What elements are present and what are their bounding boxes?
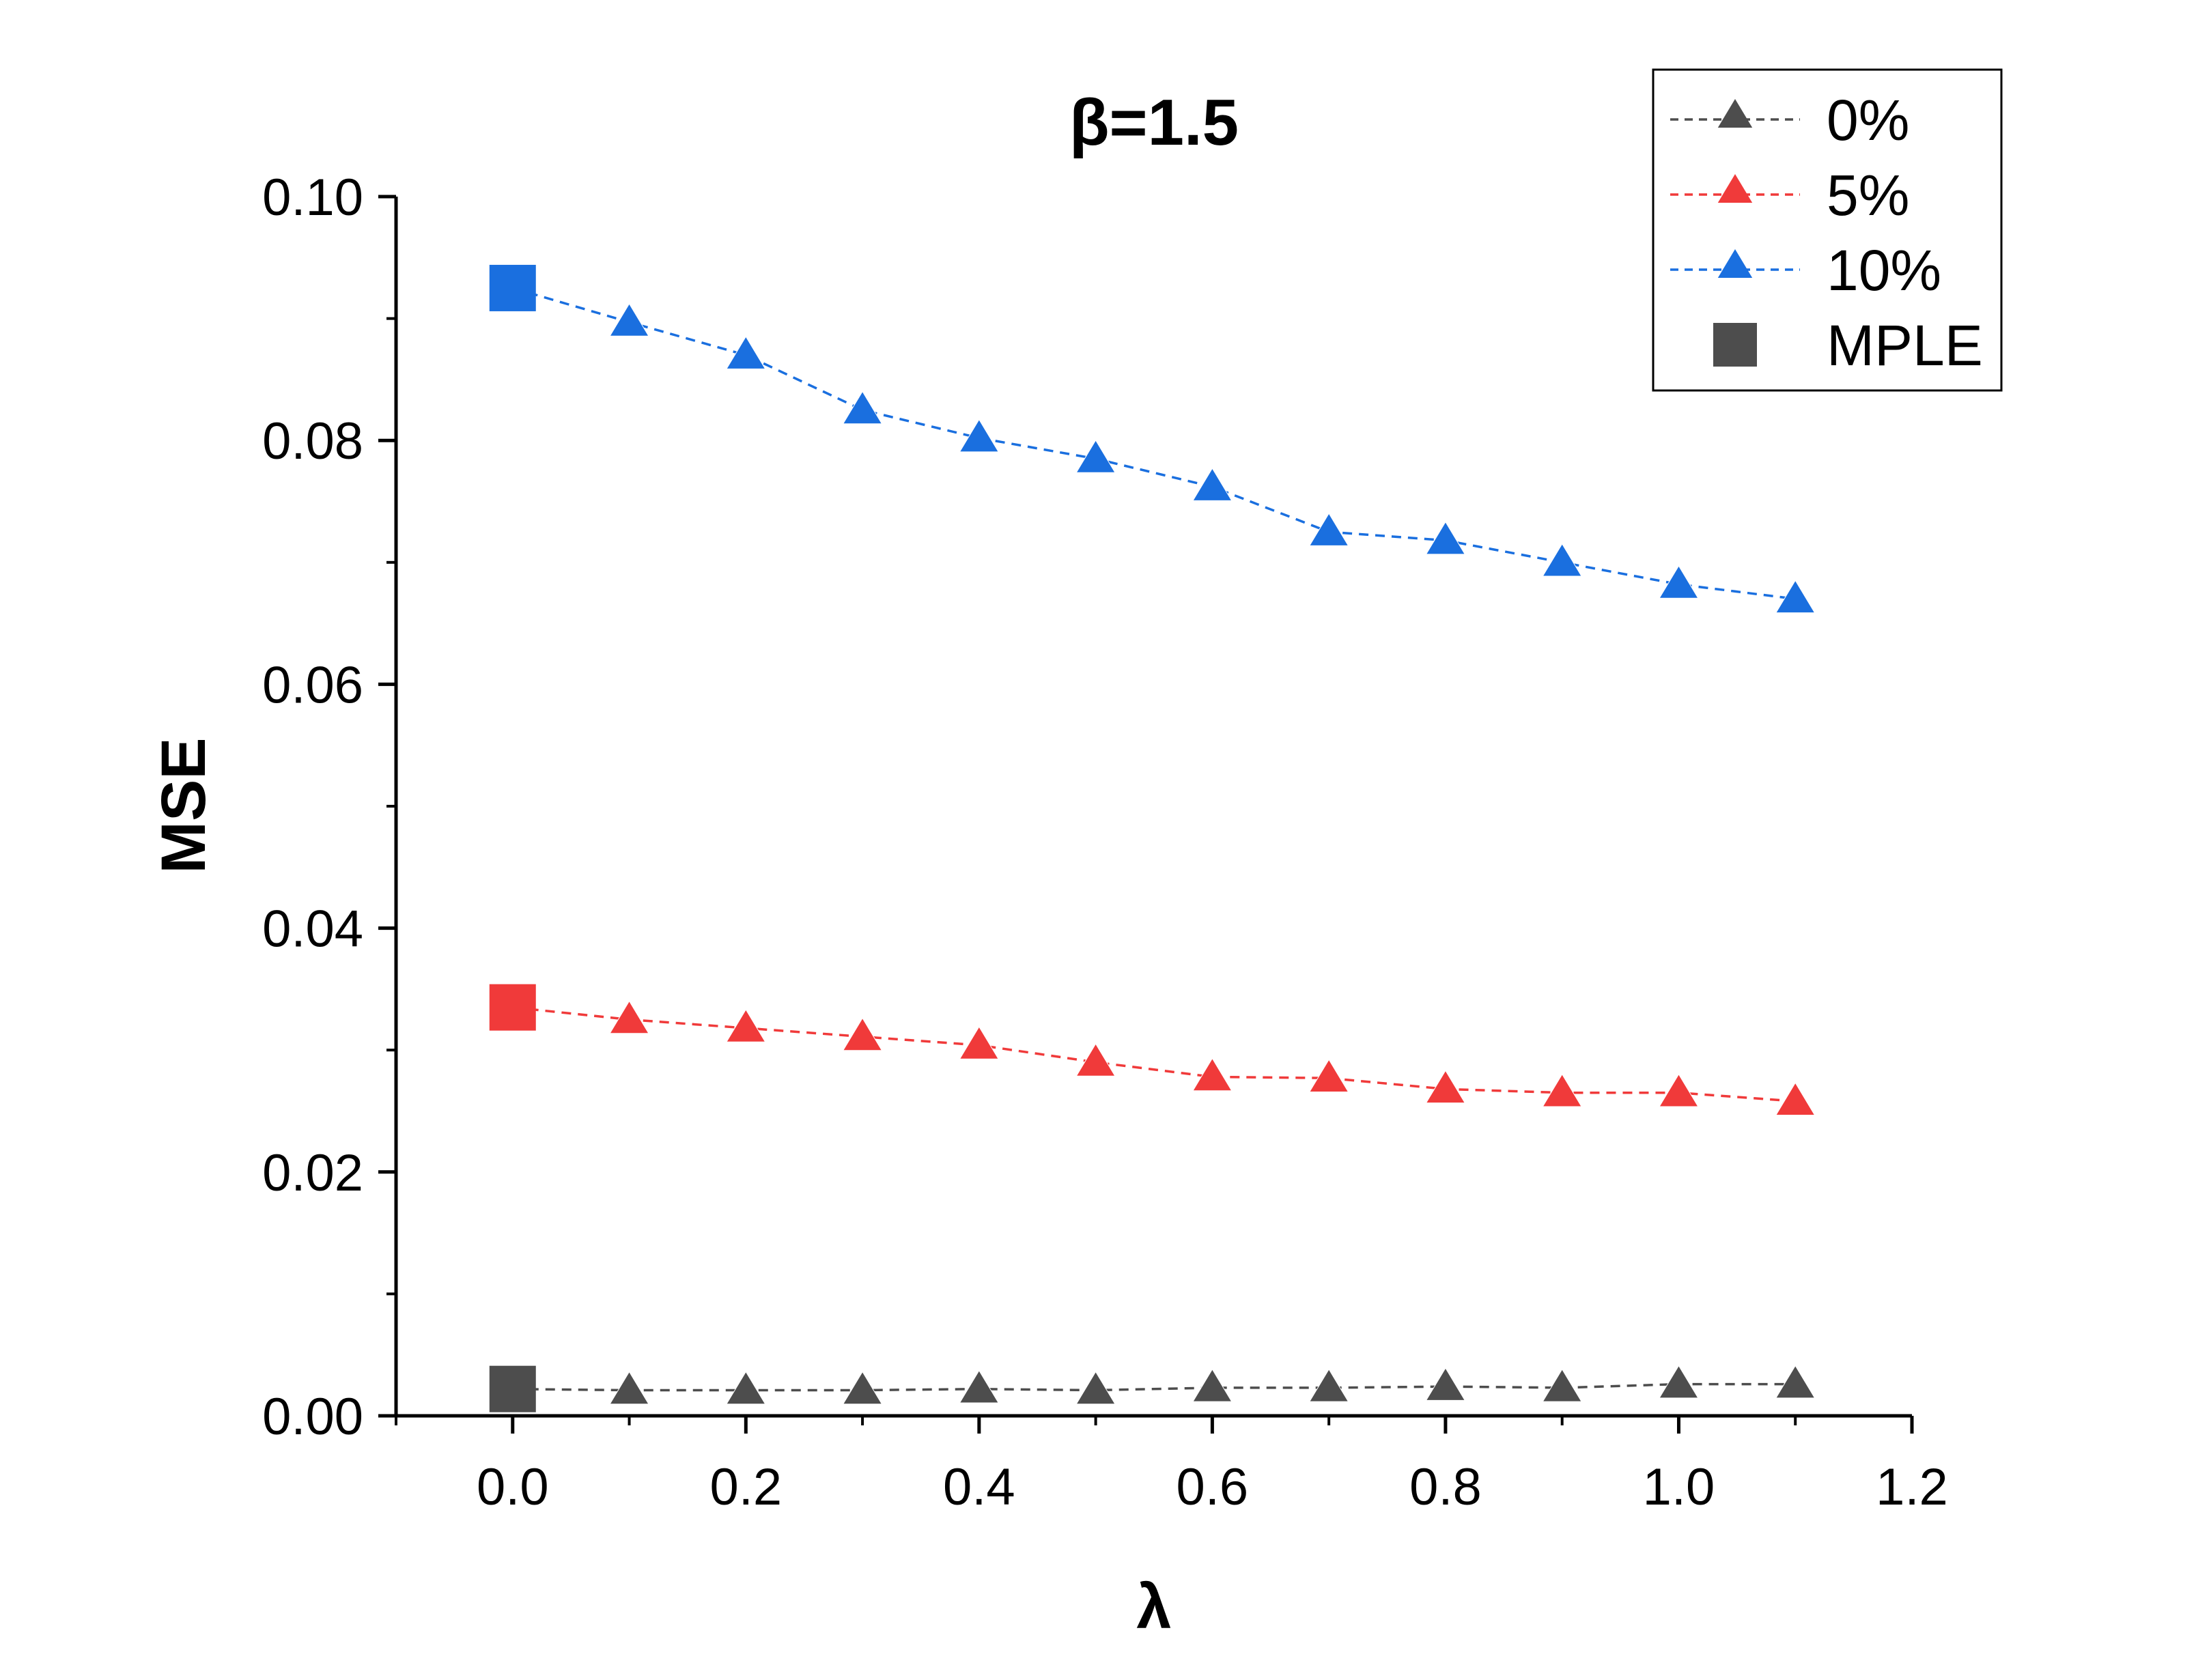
series-point — [842, 1017, 883, 1051]
series-point — [1075, 1371, 1116, 1405]
series-point — [1542, 1368, 1582, 1402]
legend: 0% 5% 10% MPLE — [1652, 68, 2003, 392]
y-tick-label: 0.06 — [262, 656, 363, 714]
mple-point — [489, 1365, 536, 1412]
y-axis-title: MSE — [149, 737, 219, 873]
series-point — [1542, 543, 1582, 577]
series-point — [726, 1371, 766, 1405]
series-line — [512, 1382, 1796, 1392]
series-point — [1308, 513, 1349, 546]
x-tick-label: 0.8 — [1409, 1458, 1482, 1516]
x-tick-label: 0.4 — [943, 1458, 1015, 1516]
series-point — [1075, 440, 1116, 473]
y-tick-label: 0.04 — [262, 900, 363, 958]
series-point — [1075, 1043, 1116, 1077]
series-point — [1308, 1059, 1349, 1093]
legend-label: 5% — [1827, 163, 1909, 227]
series-point — [1542, 1073, 1582, 1107]
series-line — [512, 1006, 1796, 1102]
series-point — [1192, 1368, 1233, 1402]
legend-marker — [1717, 249, 1753, 278]
series-point — [959, 418, 1000, 453]
series-point — [1308, 1368, 1349, 1402]
y-tick-label: 0.10 — [262, 169, 363, 227]
series-point — [1659, 1365, 1699, 1399]
legend-marker — [1713, 323, 1757, 367]
y-tick-label: 0.08 — [262, 412, 363, 470]
mple-point — [489, 984, 536, 1031]
series-point — [1425, 1367, 1466, 1401]
series-point — [959, 1026, 1000, 1059]
chart-title: β=1.5 — [1069, 86, 1239, 159]
plot-markers — [489, 264, 1816, 1412]
legend-box — [1652, 68, 2003, 392]
series-point — [842, 1371, 883, 1405]
legend-items: 0% 5% 10% MPLE — [1670, 88, 1983, 378]
legend-label: 10% — [1827, 238, 1941, 302]
x-tick-label: 0.6 — [1177, 1458, 1249, 1516]
x-tick-label: 1.2 — [1876, 1458, 1948, 1516]
series-point — [1659, 1073, 1699, 1107]
series-point — [1192, 468, 1233, 501]
y-tick-label: 0.02 — [262, 1144, 363, 1202]
series-point — [1775, 580, 1816, 614]
x-tick-label: 0.2 — [709, 1458, 782, 1516]
series-point — [842, 390, 883, 425]
x-tick-label: 0.0 — [477, 1458, 549, 1516]
x-tick-label: 1.0 — [1643, 1458, 1715, 1516]
legend-label: MPLE — [1827, 313, 1983, 378]
axes — [378, 195, 1914, 1434]
series-point — [609, 1000, 649, 1034]
legend-marker — [1717, 174, 1753, 203]
y-tick-label: 0.00 — [262, 1388, 363, 1446]
mple-point — [489, 264, 536, 311]
series-point — [609, 1371, 649, 1405]
series-point — [1192, 1057, 1233, 1092]
series-point — [726, 1009, 766, 1042]
legend-marker — [1717, 99, 1753, 128]
series-point — [1659, 565, 1699, 599]
legend-label: 0% — [1827, 88, 1909, 152]
x-axis-title: λ — [1136, 1572, 1171, 1642]
series-point — [1425, 521, 1466, 555]
tick-labels: 0.00 0.02 0.04 0.06 0.08 0.10 0.0 0.2 0.4 0.6 0.8 1… — [262, 169, 1948, 1516]
series-line — [512, 287, 1796, 601]
series-point — [959, 1369, 1000, 1404]
series-point — [1775, 1365, 1816, 1399]
series-point — [1425, 1070, 1466, 1104]
plot-lines — [512, 287, 1796, 1392]
series-point — [1775, 1082, 1816, 1115]
series-point — [726, 336, 766, 369]
series-point — [609, 302, 649, 337]
